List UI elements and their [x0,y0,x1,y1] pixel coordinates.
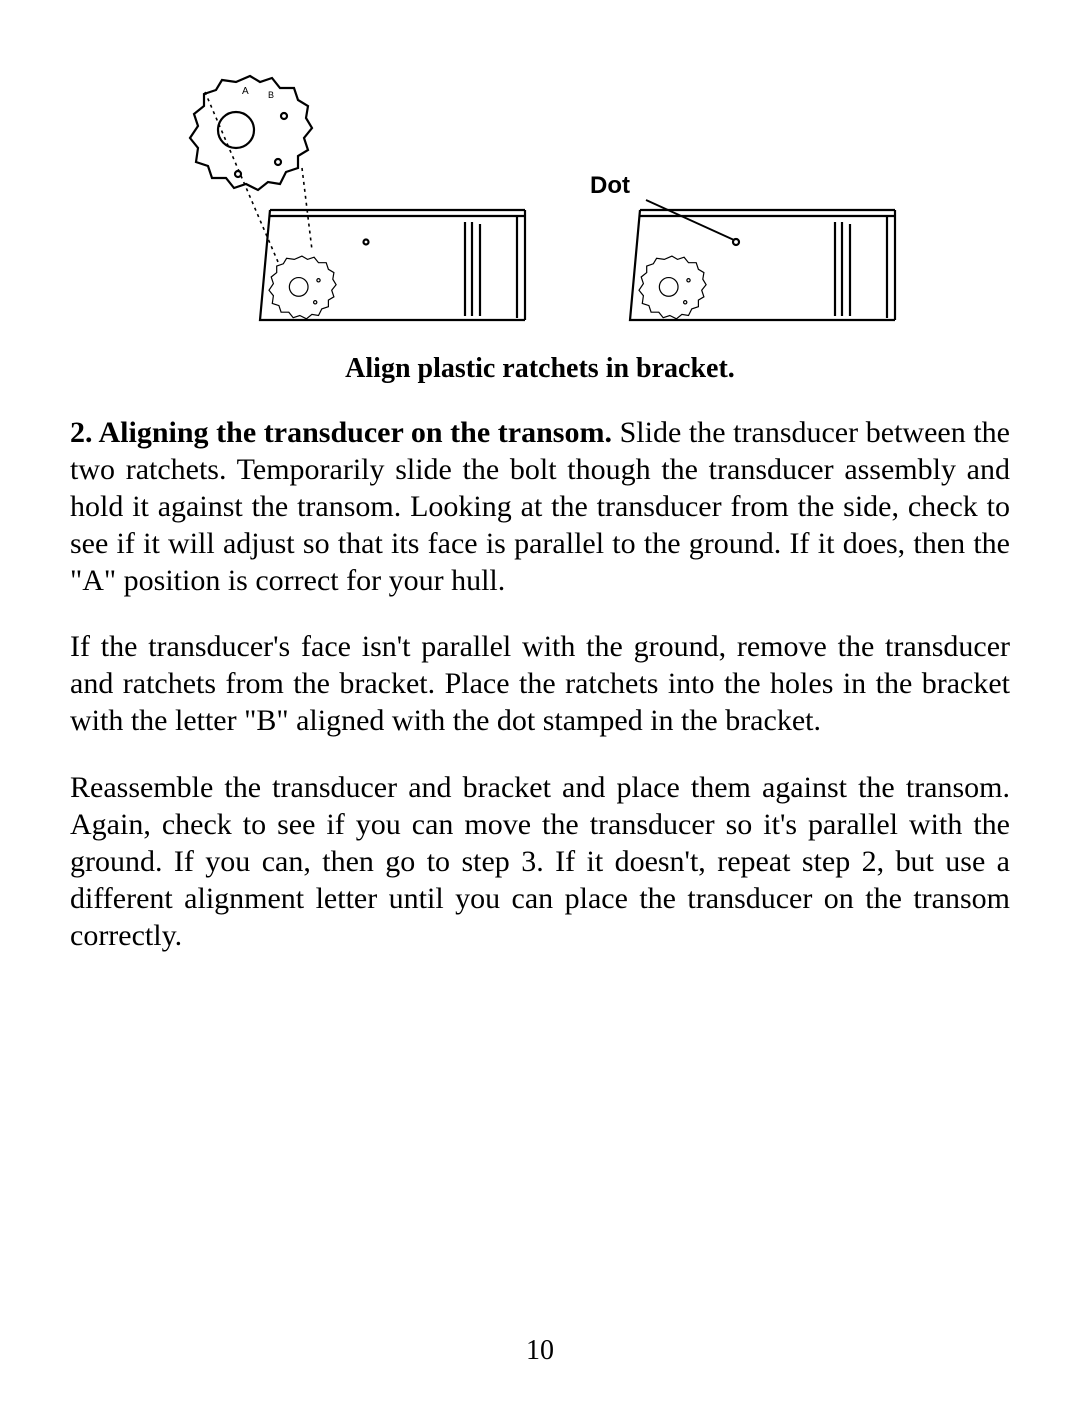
paragraph-step2-heading: 2. Aligning the transducer on the transo… [70,416,612,449]
page: A B [0,72,1080,1427]
page-number: 10 [0,1335,1080,1367]
paragraph-if-not-parallel: If the transducer's face isn't parallel … [70,629,1010,740]
figure-dot-label: Dot [590,172,630,200]
paragraph-step2: 2. Aligning the transducer on the transo… [70,415,1010,599]
ratchets-svg: A B [70,72,1010,347]
svg-text:A: A [242,86,249,97]
svg-text:B: B [268,90,274,100]
figure-ratchets-diagram: A B [70,72,1010,347]
figure-caption: Align plastic ratchets in bracket. [70,353,1010,385]
paragraph-reassemble: Reassemble the transducer and bracket an… [70,770,1010,954]
